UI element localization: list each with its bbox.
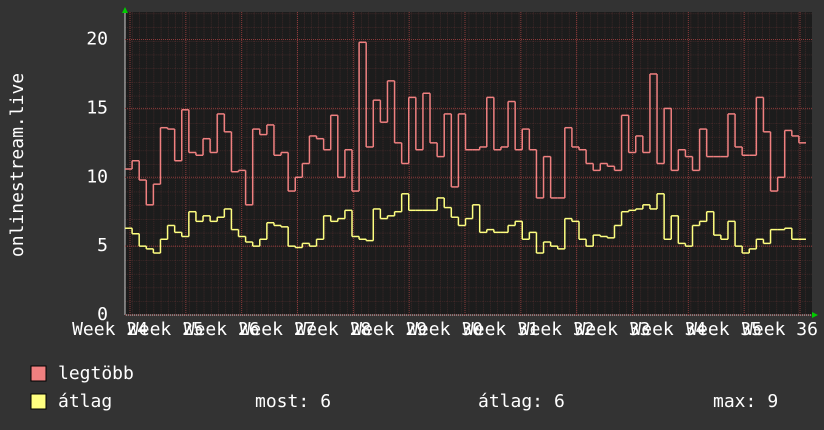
stat-label: max: <box>713 391 756 412</box>
stat-value: 9 <box>767 391 778 412</box>
y-tick-label: 0 <box>97 304 108 325</box>
x-tick-label: Week 29 <box>351 319 427 340</box>
stat-value: 6 <box>554 391 565 412</box>
minor-grid <box>125 12 812 315</box>
x-tick-label: Week 32 <box>519 319 595 340</box>
y-axis-label: onlinestream.live <box>7 73 28 257</box>
stat-label: átlag: <box>478 391 543 412</box>
x-tick-label: Week 26 <box>184 319 260 340</box>
y-arrow <box>122 7 128 13</box>
y-tick-label: 20 <box>86 29 108 50</box>
x-tick-label: Week 34 <box>630 319 706 340</box>
legend-swatch <box>30 393 47 410</box>
stat-value: 6 <box>320 391 331 412</box>
x-tick-label: Week 28 <box>295 319 371 340</box>
x-tick-label: Week 24 <box>72 319 148 340</box>
x-tick-label: Week 36 <box>742 319 818 340</box>
x-tick-label: Week 27 <box>240 319 316 340</box>
stat: most: 6 <box>255 391 331 412</box>
x-tick-label: Week 33 <box>575 319 651 340</box>
stat: max: 9 <box>713 391 778 412</box>
x-tick-label: Week 30 <box>407 319 483 340</box>
y-tick-label: 10 <box>86 166 108 187</box>
stat: átlag: 6 <box>478 391 565 412</box>
legend-label: átlag <box>58 391 112 412</box>
series-line <box>125 41 806 206</box>
x-arrow <box>812 312 818 318</box>
stat-label: most: <box>255 391 309 412</box>
legend-label: legtöbb <box>58 363 134 384</box>
y-tick-label: 5 <box>97 235 108 256</box>
x-tick-label: Week 31 <box>463 319 539 340</box>
legend-swatch <box>30 365 47 382</box>
x-tick-label: Week 35 <box>686 319 762 340</box>
y-tick-label: 15 <box>86 97 108 118</box>
series-line <box>125 193 806 254</box>
x-tick-label: Week 25 <box>128 319 204 340</box>
